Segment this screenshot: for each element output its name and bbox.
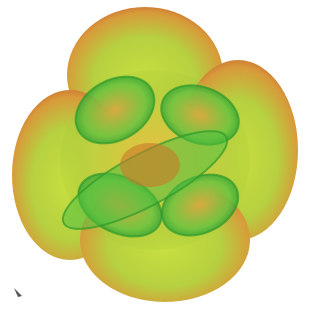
rendered-surface: [0, 0, 302, 320]
axis-indicator: [14, 288, 22, 297]
center-core: [120, 143, 180, 187]
page: [0, 0, 302, 320]
